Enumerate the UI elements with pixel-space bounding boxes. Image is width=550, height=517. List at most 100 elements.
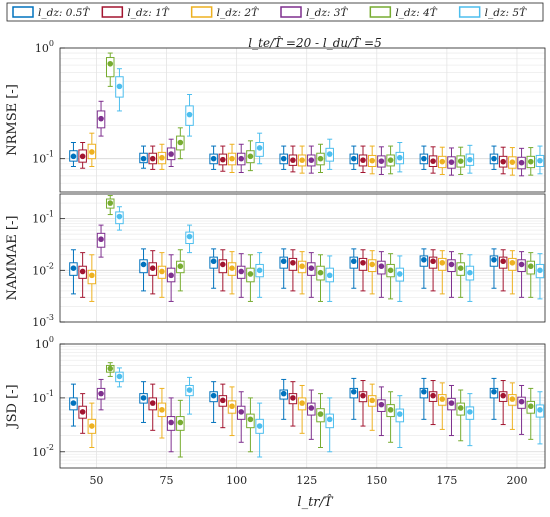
median-marker (149, 155, 156, 162)
axes-frame (59, 193, 546, 323)
median-marker (89, 272, 95, 279)
median-marker (421, 155, 427, 162)
median-marker (79, 409, 86, 415)
median-marker (79, 268, 86, 275)
median-marker (229, 403, 235, 410)
median-marker (79, 153, 86, 160)
x-tick-label: 50 (89, 474, 103, 487)
median-marker (280, 155, 287, 162)
median-marker (387, 407, 394, 413)
median-marker (350, 258, 357, 265)
median-marker (247, 416, 254, 423)
median-marker (369, 397, 375, 404)
median-marker (238, 268, 245, 275)
median-marker (238, 155, 245, 162)
median-marker (326, 151, 333, 157)
legend-swatch (12, 6, 34, 18)
median-marker (149, 400, 156, 406)
median-marker (509, 396, 516, 402)
y-tick-label: 100 (35, 335, 54, 351)
legend-label: l_dz: 3T̂ (306, 6, 348, 19)
median-marker (229, 265, 235, 271)
median-marker (317, 411, 324, 417)
legend-swatch (190, 6, 213, 18)
median-marker (116, 213, 123, 220)
legend-swatch (280, 6, 302, 18)
median-marker (326, 272, 333, 279)
median-marker (369, 157, 375, 164)
median-marker (387, 157, 394, 163)
legend-label: l_dz: 1T̂ (127, 6, 169, 19)
median-marker (186, 233, 193, 240)
median-marker (220, 261, 226, 268)
y-tick-label: 10-2 (32, 443, 54, 459)
y-tick-label: 10-2 (32, 261, 54, 277)
median-marker (116, 373, 123, 380)
median-marker (396, 154, 403, 161)
median-marker (448, 159, 455, 165)
median-marker (210, 155, 217, 162)
median-marker (70, 265, 77, 271)
median-marker (467, 269, 473, 276)
y-tick-label: 10-1 (32, 389, 54, 405)
x-tick-label: 75 (160, 474, 174, 487)
median-marker (168, 151, 174, 157)
median-marker (527, 158, 534, 165)
median-marker (509, 159, 516, 165)
median-marker (360, 392, 366, 399)
x-tick-label: 125 (296, 474, 317, 487)
median-marker (149, 265, 156, 271)
median-marker (308, 405, 315, 411)
axes-frame (59, 47, 546, 193)
x-tick-label: 175 (436, 474, 457, 487)
median-marker (186, 111, 193, 118)
x-tick-label: 150 (366, 474, 387, 487)
median-marker (378, 263, 385, 270)
median-marker (220, 397, 226, 404)
y-tick-label: 10-1 (32, 150, 54, 166)
legend: l_dz: 0.5T̂ l_dz: 1T̂ l_dz: 2T̂ l_dz: 3T̂ l_… (6, 2, 544, 22)
median-marker (247, 271, 254, 277)
median-marker (457, 265, 464, 271)
median-marker (70, 153, 77, 160)
y-tick-label: 100 (35, 39, 54, 55)
median-marker (256, 145, 263, 151)
median-marker (98, 390, 104, 397)
median-marker (421, 388, 427, 395)
legend-swatch (101, 6, 124, 18)
median-marker (168, 272, 174, 279)
median-marker (210, 392, 217, 399)
median-marker (350, 155, 357, 162)
median-marker (378, 158, 385, 164)
median-marker (308, 157, 315, 163)
median-marker (509, 259, 516, 266)
median-marker (527, 403, 534, 410)
median-marker (210, 258, 217, 265)
median-marker (159, 154, 165, 161)
median-marker (467, 156, 473, 163)
legend-swatch (369, 6, 392, 18)
median-marker (518, 398, 525, 405)
legend-label: l_dz: 2T̂ (217, 6, 259, 19)
legend-swatch (458, 6, 481, 18)
median-marker (457, 158, 464, 164)
median-marker (238, 409, 245, 415)
median-marker (360, 157, 366, 163)
median-marker (448, 400, 455, 406)
median-marker (159, 407, 165, 413)
median-marker (439, 396, 446, 402)
median-marker (537, 267, 543, 274)
y-tick-label: 10-3 (32, 313, 54, 329)
legend-box (6, 2, 544, 22)
y-axis-label: NRMSE [-] (5, 84, 20, 156)
median-marker (387, 267, 394, 274)
median-marker (317, 269, 324, 276)
median-marker (537, 157, 543, 164)
x-tick-label: 100 (226, 474, 247, 487)
median-marker (308, 265, 315, 271)
median-marker (500, 158, 506, 165)
median-marker (280, 258, 287, 265)
median-marker (457, 405, 464, 411)
axes-frame (59, 343, 546, 469)
median-marker (317, 155, 324, 162)
